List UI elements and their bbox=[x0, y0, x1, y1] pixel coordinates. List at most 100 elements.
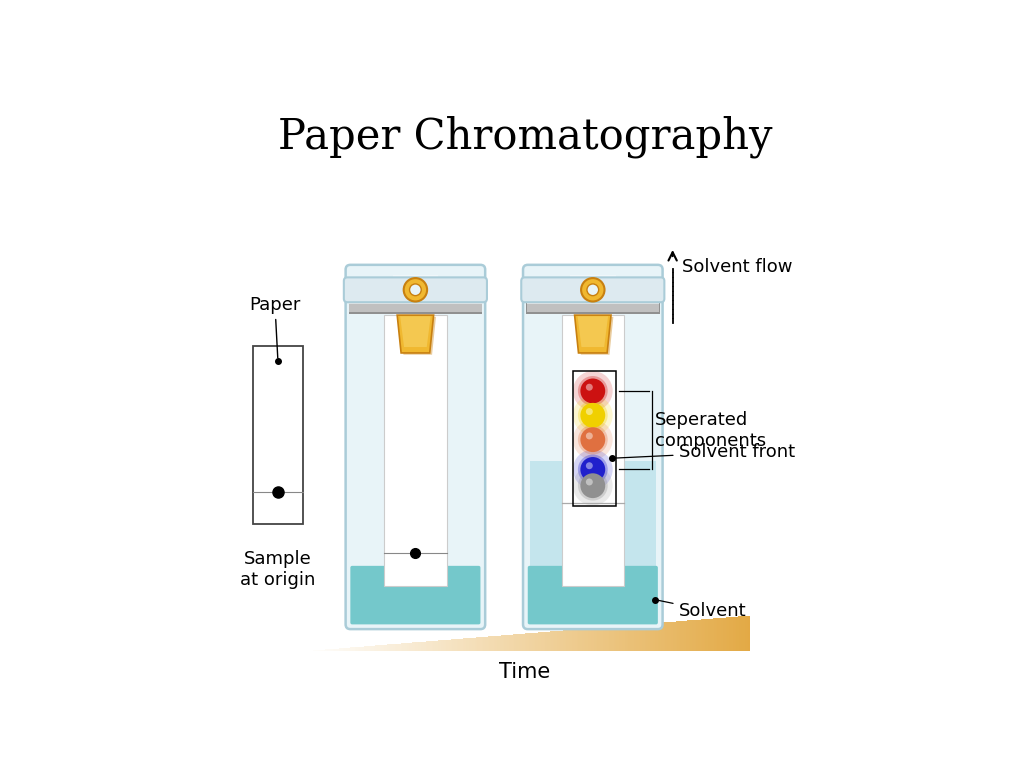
Bar bbox=[550, 631, 551, 651]
Bar bbox=[580, 629, 581, 651]
Bar bbox=[610, 627, 612, 651]
Bar bbox=[349, 300, 481, 304]
Bar bbox=[509, 635, 510, 651]
Bar bbox=[643, 624, 644, 651]
Bar bbox=[735, 617, 736, 651]
Polygon shape bbox=[577, 317, 613, 355]
Bar bbox=[429, 641, 430, 651]
Bar bbox=[354, 647, 356, 651]
Circle shape bbox=[586, 384, 593, 391]
Bar bbox=[590, 628, 591, 651]
Bar bbox=[733, 617, 735, 651]
Circle shape bbox=[578, 376, 607, 406]
Bar bbox=[659, 623, 660, 651]
Bar bbox=[677, 621, 679, 651]
Bar bbox=[743, 616, 745, 651]
Polygon shape bbox=[578, 316, 608, 347]
Bar bbox=[383, 645, 384, 651]
Bar bbox=[690, 621, 692, 651]
Bar bbox=[364, 647, 366, 651]
Bar bbox=[745, 616, 746, 651]
Bar bbox=[367, 646, 368, 651]
Bar bbox=[470, 638, 472, 651]
Bar bbox=[346, 647, 347, 651]
Bar bbox=[432, 641, 433, 651]
Bar bbox=[503, 635, 504, 651]
Circle shape bbox=[586, 478, 593, 485]
Bar bbox=[720, 618, 722, 651]
Bar bbox=[629, 625, 630, 651]
Bar bbox=[433, 641, 434, 651]
Text: Solvent flow: Solvent flow bbox=[682, 258, 792, 276]
Bar bbox=[680, 621, 682, 651]
Bar bbox=[350, 647, 352, 651]
Bar bbox=[646, 624, 647, 651]
Bar bbox=[366, 646, 367, 651]
Bar bbox=[512, 634, 513, 651]
Bar bbox=[572, 630, 573, 651]
Bar bbox=[673, 621, 674, 651]
Bar bbox=[607, 627, 609, 651]
Bar bbox=[446, 640, 447, 651]
Bar bbox=[464, 638, 466, 651]
Bar bbox=[427, 641, 429, 651]
Bar bbox=[570, 276, 615, 618]
Bar bbox=[421, 642, 423, 651]
Bar bbox=[328, 649, 330, 651]
Bar bbox=[702, 619, 703, 651]
Bar bbox=[327, 649, 328, 651]
Bar bbox=[730, 617, 732, 651]
Bar bbox=[683, 621, 684, 651]
Bar bbox=[561, 315, 624, 586]
Bar bbox=[616, 626, 617, 651]
Bar bbox=[436, 641, 437, 651]
Bar bbox=[493, 636, 494, 651]
Bar bbox=[699, 620, 700, 651]
FancyBboxPatch shape bbox=[344, 277, 487, 303]
Bar bbox=[510, 634, 512, 651]
Text: Time: Time bbox=[499, 662, 551, 682]
Bar bbox=[319, 650, 321, 651]
Bar bbox=[640, 624, 642, 651]
Bar bbox=[360, 647, 362, 651]
Bar bbox=[330, 649, 331, 651]
Bar bbox=[650, 624, 652, 651]
Bar bbox=[522, 634, 523, 651]
Circle shape bbox=[410, 284, 421, 296]
Bar bbox=[630, 625, 631, 651]
Bar bbox=[724, 617, 726, 651]
Circle shape bbox=[573, 396, 612, 435]
Circle shape bbox=[573, 371, 612, 411]
Bar bbox=[564, 631, 566, 651]
Bar bbox=[333, 649, 334, 651]
Bar bbox=[627, 625, 629, 651]
Bar bbox=[593, 628, 594, 651]
Bar bbox=[419, 642, 420, 651]
Circle shape bbox=[586, 408, 593, 415]
Bar bbox=[663, 623, 664, 651]
Bar bbox=[600, 627, 602, 651]
Bar bbox=[337, 648, 339, 651]
Bar bbox=[516, 634, 517, 651]
Bar bbox=[559, 631, 560, 651]
Bar bbox=[569, 630, 570, 651]
Bar bbox=[489, 637, 490, 651]
Circle shape bbox=[578, 425, 607, 455]
Bar bbox=[349, 299, 481, 312]
FancyBboxPatch shape bbox=[346, 265, 485, 629]
Bar bbox=[482, 637, 483, 651]
Bar bbox=[621, 626, 623, 651]
Bar bbox=[466, 638, 467, 651]
Circle shape bbox=[587, 284, 599, 296]
Bar bbox=[473, 637, 474, 651]
Circle shape bbox=[578, 400, 607, 430]
Bar bbox=[676, 621, 677, 651]
Bar bbox=[603, 627, 604, 651]
Bar bbox=[591, 628, 593, 651]
Bar bbox=[513, 634, 514, 651]
Bar bbox=[387, 644, 389, 651]
Bar bbox=[570, 630, 572, 651]
Bar bbox=[727, 617, 729, 651]
Bar bbox=[556, 631, 557, 651]
Circle shape bbox=[586, 432, 593, 439]
